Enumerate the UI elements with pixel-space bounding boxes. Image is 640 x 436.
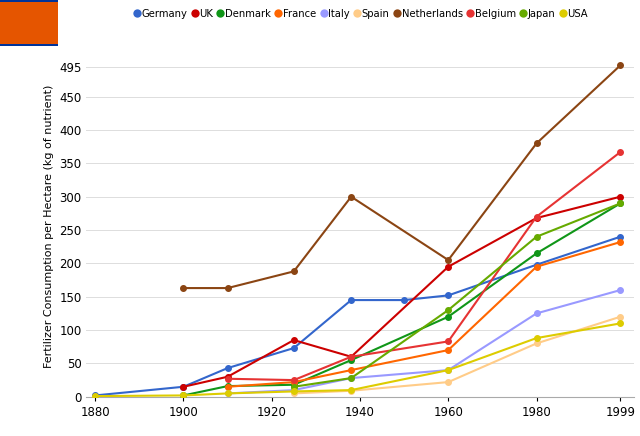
Line: Germany: Germany — [92, 234, 623, 398]
Spain — [532, 341, 540, 346]
France — [616, 239, 624, 245]
Denmark — [224, 384, 232, 389]
Germany — [532, 262, 540, 267]
Line: Denmark: Denmark — [180, 201, 623, 398]
USA — [348, 388, 355, 393]
USA — [224, 391, 232, 396]
Denmark — [348, 358, 355, 363]
France — [290, 379, 298, 385]
USA — [532, 335, 540, 341]
Japan — [532, 234, 540, 239]
Line: USA: USA — [92, 320, 623, 399]
USA — [92, 393, 99, 399]
Italy — [532, 311, 540, 316]
Line: UK: UK — [180, 194, 623, 389]
France — [224, 384, 232, 389]
Belgium — [224, 376, 232, 382]
Y-axis label: Fertilizer Consumption per Hectare (kg of nutrient): Fertilizer Consumption per Hectare (kg o… — [44, 85, 54, 368]
Belgium — [616, 150, 624, 155]
Italy — [616, 287, 624, 293]
Belgium — [348, 354, 355, 359]
USA — [616, 321, 624, 326]
UK — [444, 264, 452, 269]
Line: Netherlands: Netherlands — [180, 63, 623, 291]
Germany — [224, 365, 232, 371]
USA — [290, 389, 298, 394]
Line: Spain: Spain — [291, 314, 623, 396]
Line: Italy: Italy — [225, 287, 623, 396]
Germany — [348, 297, 355, 303]
Germany — [290, 345, 298, 351]
Germany — [92, 393, 99, 398]
USA — [444, 368, 452, 373]
UK — [348, 354, 355, 359]
Netherlands — [290, 269, 298, 274]
Italy — [224, 391, 232, 396]
Italy — [348, 375, 355, 381]
Germany — [444, 293, 452, 298]
Line: Japan: Japan — [291, 201, 623, 389]
Netherlands — [616, 63, 624, 68]
Netherlands — [444, 257, 452, 262]
Germany — [616, 234, 624, 239]
Belgium — [532, 214, 540, 219]
Japan — [444, 307, 452, 313]
Japan — [616, 201, 624, 206]
Spain — [348, 388, 355, 393]
UK — [532, 215, 540, 221]
Netherlands — [180, 286, 188, 291]
UK — [290, 337, 298, 343]
Spain — [616, 314, 624, 319]
Denmark — [616, 201, 624, 206]
Line: France: France — [225, 239, 623, 389]
Germany — [400, 297, 408, 303]
Japan — [290, 384, 298, 389]
France — [444, 347, 452, 353]
Legend: Germany, UK, Denmark, France, Italy, Spain, Netherlands, Belgium, Japan, USA: Germany, UK, Denmark, France, Italy, Spa… — [135, 9, 588, 19]
UK — [224, 374, 232, 379]
USA — [180, 393, 188, 398]
Line: Belgium: Belgium — [225, 149, 623, 383]
Netherlands — [532, 141, 540, 146]
Belgium — [444, 339, 452, 344]
France — [532, 264, 540, 269]
Denmark — [444, 314, 452, 319]
Text: Our World
in Data: Our World in Data — [3, 9, 54, 29]
Belgium — [290, 378, 298, 383]
Denmark — [180, 393, 188, 398]
Spain — [444, 379, 452, 385]
Japan — [348, 375, 355, 381]
UK — [616, 194, 624, 199]
Netherlands — [348, 194, 355, 199]
Spain — [290, 391, 298, 396]
UK — [180, 384, 188, 389]
Netherlands — [224, 286, 232, 291]
France — [348, 368, 355, 373]
Italy — [290, 388, 298, 393]
Italy — [444, 368, 452, 373]
Germany — [180, 384, 188, 389]
Denmark — [532, 251, 540, 256]
Denmark — [290, 382, 298, 387]
